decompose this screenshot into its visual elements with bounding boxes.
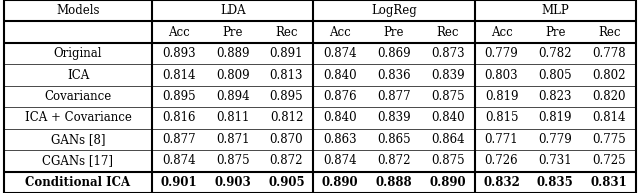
Text: 0.874: 0.874 — [162, 154, 196, 167]
Text: 0.805: 0.805 — [538, 69, 572, 82]
Text: 0.864: 0.864 — [431, 133, 465, 146]
Text: 0.832: 0.832 — [483, 176, 520, 189]
Text: Rec: Rec — [436, 26, 459, 39]
Text: Pre: Pre — [223, 26, 243, 39]
Text: 0.812: 0.812 — [269, 111, 303, 124]
Text: 0.779: 0.779 — [538, 133, 572, 146]
Text: 0.890: 0.890 — [429, 176, 466, 189]
Text: 0.873: 0.873 — [431, 47, 465, 60]
Text: Original: Original — [54, 47, 102, 60]
Text: 0.871: 0.871 — [216, 133, 250, 146]
Text: 0.877: 0.877 — [162, 133, 196, 146]
Text: 0.820: 0.820 — [593, 90, 626, 103]
Text: 0.731: 0.731 — [538, 154, 572, 167]
Text: Pre: Pre — [384, 26, 404, 39]
Text: 0.872: 0.872 — [377, 154, 411, 167]
Text: 0.778: 0.778 — [592, 47, 626, 60]
Text: 0.870: 0.870 — [269, 133, 303, 146]
Text: ICA: ICA — [67, 69, 89, 82]
Text: Models: Models — [56, 4, 100, 17]
Text: Pre: Pre — [545, 26, 566, 39]
Text: LDA: LDA — [220, 4, 246, 17]
Text: 0.802: 0.802 — [593, 69, 626, 82]
Text: 0.875: 0.875 — [431, 154, 465, 167]
Text: 0.863: 0.863 — [323, 133, 357, 146]
Text: 0.835: 0.835 — [537, 176, 573, 189]
Text: 0.903: 0.903 — [214, 176, 251, 189]
Text: 0.813: 0.813 — [269, 69, 303, 82]
Text: 0.891: 0.891 — [269, 47, 303, 60]
Text: 0.895: 0.895 — [162, 90, 196, 103]
Text: 0.877: 0.877 — [377, 90, 411, 103]
Text: Acc: Acc — [330, 26, 351, 39]
Text: 0.816: 0.816 — [162, 111, 196, 124]
Text: 0.840: 0.840 — [431, 111, 465, 124]
Text: 0.876: 0.876 — [323, 90, 357, 103]
Text: 0.819: 0.819 — [539, 111, 572, 124]
Text: 0.775: 0.775 — [592, 133, 626, 146]
Text: 0.874: 0.874 — [323, 154, 357, 167]
Text: 0.869: 0.869 — [377, 47, 411, 60]
Text: 0.840: 0.840 — [323, 69, 357, 82]
Text: 0.819: 0.819 — [485, 90, 518, 103]
Text: 0.839: 0.839 — [431, 69, 465, 82]
Text: 0.894: 0.894 — [216, 90, 250, 103]
Text: 0.823: 0.823 — [539, 90, 572, 103]
Text: Acc: Acc — [491, 26, 513, 39]
Text: 0.725: 0.725 — [592, 154, 626, 167]
Text: GANs [8]: GANs [8] — [51, 133, 105, 146]
Text: Acc: Acc — [168, 26, 190, 39]
Text: 0.874: 0.874 — [323, 47, 357, 60]
Text: 0.782: 0.782 — [539, 47, 572, 60]
Text: 0.771: 0.771 — [484, 133, 518, 146]
Text: 0.875: 0.875 — [216, 154, 250, 167]
Text: 0.865: 0.865 — [377, 133, 411, 146]
Text: 0.895: 0.895 — [269, 90, 303, 103]
Text: 0.839: 0.839 — [377, 111, 411, 124]
Text: Rec: Rec — [275, 26, 298, 39]
Text: 0.814: 0.814 — [593, 111, 626, 124]
Text: CGANs [17]: CGANs [17] — [42, 154, 113, 167]
Text: 0.890: 0.890 — [322, 176, 358, 189]
Text: 0.889: 0.889 — [216, 47, 250, 60]
Text: Conditional ICA: Conditional ICA — [26, 176, 131, 189]
Text: 0.831: 0.831 — [591, 176, 627, 189]
Text: LogReg: LogReg — [371, 4, 417, 17]
Text: 0.872: 0.872 — [269, 154, 303, 167]
Text: 0.815: 0.815 — [485, 111, 518, 124]
Text: 0.836: 0.836 — [377, 69, 411, 82]
Text: 0.893: 0.893 — [162, 47, 196, 60]
Text: 0.888: 0.888 — [376, 176, 412, 189]
Text: 0.809: 0.809 — [216, 69, 250, 82]
Text: 0.811: 0.811 — [216, 111, 250, 124]
Text: Rec: Rec — [598, 26, 620, 39]
Text: 0.875: 0.875 — [431, 90, 465, 103]
Text: MLP: MLP — [541, 4, 569, 17]
Text: 0.814: 0.814 — [162, 69, 196, 82]
Text: 0.901: 0.901 — [161, 176, 197, 189]
Text: 0.905: 0.905 — [268, 176, 305, 189]
Text: 0.803: 0.803 — [484, 69, 518, 82]
Text: ICA + Covariance: ICA + Covariance — [24, 111, 131, 124]
Text: 0.779: 0.779 — [484, 47, 518, 60]
Text: 0.726: 0.726 — [484, 154, 518, 167]
Text: 0.840: 0.840 — [323, 111, 357, 124]
Text: Covariance: Covariance — [44, 90, 111, 103]
